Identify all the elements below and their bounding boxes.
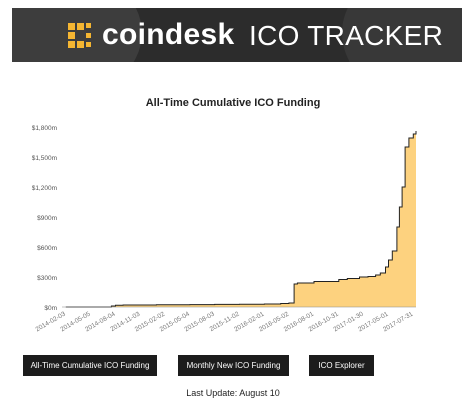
coindesk-logo-icon: [68, 23, 91, 48]
brand-name: coindesk: [102, 18, 235, 51]
y-tick-label: $1,800m: [32, 125, 57, 132]
funding-chart: $0m$300m$600m$900m$1,200m$1,500m$1,800m2…: [32, 125, 417, 333]
banner-glow-right: [342, 8, 462, 62]
chart-title: All-Time Cumulative ICO Funding: [145, 97, 321, 109]
y-tick-label: $600m: [37, 245, 57, 252]
header-banner: coindesk ICO TRACKER: [12, 8, 462, 62]
y-tick-label: $900m: [37, 215, 57, 222]
funding-area: [65, 131, 417, 307]
y-tick-label: $0m: [44, 305, 57, 312]
all-time-cumulative-button[interactable]: All-Time Cumulative ICO Funding: [23, 355, 157, 376]
y-tick-label: $1,500m: [32, 155, 57, 162]
y-tick-label: $1,200m: [32, 185, 57, 192]
product-name: ICO TRACKER: [249, 20, 444, 51]
y-tick-label: $300m: [37, 275, 57, 282]
last-update-text: Last Update: August 10: [186, 388, 280, 398]
monthly-new-funding-button[interactable]: Monthly New ICO Funding: [178, 355, 289, 376]
ico-explorer-button[interactable]: ICO Explorer: [309, 355, 374, 376]
banner-glow-left: [12, 8, 142, 62]
funding-line: [65, 131, 417, 308]
